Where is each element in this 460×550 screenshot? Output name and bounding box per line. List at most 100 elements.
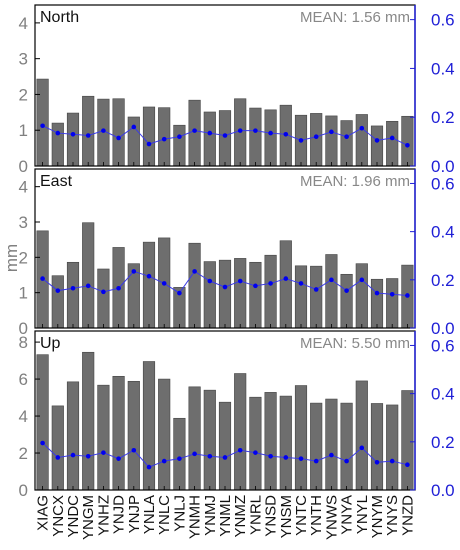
bar-yncx [51,275,64,329]
bar-ynws [325,254,338,329]
right-tick-label: 0.0 [431,481,455,500]
line-point-yntc [298,456,304,461]
line-point-ynmz [237,128,243,133]
bar-ynmj [203,389,216,491]
line-point-yncx [55,130,61,136]
line-point-ynhz [101,450,106,455]
mean-label: MEAN: 5.50 mm [300,335,410,352]
bar-ynya [340,273,353,329]
bar-ynlj [173,124,186,167]
left-tick-label: 6 [19,370,28,389]
line-point-ynws [329,277,334,283]
line-point-ynlc [161,281,167,286]
bar-ynya [340,402,353,491]
bar-yngm [82,95,95,167]
x-category-label: YNYA [339,495,356,535]
bar-ynml [218,259,232,329]
line-point-ynsm [283,131,289,137]
x-category-label: YNYS [384,495,401,536]
y-axis-label: mm [2,244,21,272]
bar-ynjp [127,116,140,167]
line-point-yndc [70,452,76,458]
line-point-ynml [222,284,228,290]
bar-yntc [294,385,308,491]
bar-ynzd [401,390,414,491]
panel-up: 0 2 4 6 8 0.0 0.2 0.4 0.6 Up MEAN: 5.50 mm [19,330,455,500]
bar-ynrl [249,396,262,491]
line-point-ynlc [161,136,167,142]
line-point-ynrl [253,283,258,289]
bar-ynlj [173,417,186,491]
line-point-ynjd [116,135,121,141]
x-category-label: YNTC [293,495,310,536]
line-point-ynsd [268,453,273,459]
right-tick-label: 0.6 [431,11,455,30]
line-point-ynys [389,291,395,297]
bar-ynla [142,241,156,329]
left-tick-label: 1 [19,284,28,303]
line-point-ynjp [131,269,137,274]
line-point-ynml [222,455,228,460]
x-category-label: YNLJ [171,495,188,532]
bar-ynth [310,113,323,167]
bar-ynmh [188,99,201,167]
x-category-label: XIAG [35,495,52,531]
line-point-yncx [55,288,61,293]
bar-yngm [82,351,95,491]
line-point-ynml [222,133,228,138]
x-category-label: YNMH [187,495,204,539]
bar-ynmz [234,373,247,491]
line-point-ynmz [237,447,243,453]
bar-ynth [310,265,323,329]
left-tick-label: 2 [19,85,28,104]
panel-north: 0 1 2 3 4 0.0 0.2 0.4 0.6 North MEAN: 1.56 mm [19,4,455,176]
panel-title: North [40,9,79,26]
x-category-label: YNSD [263,495,280,537]
left-tick-label: 3 [19,213,28,232]
bar-ynmh [188,386,201,491]
bar-ynsm [279,240,292,329]
line-point-ynws [329,452,334,458]
line-point-ynys [389,458,395,464]
x-category-label: YNZD [399,495,416,536]
bar-yncx [51,122,64,167]
bar-ynml [218,110,232,167]
bar-ynws [325,398,338,491]
line-point-ynmh [192,128,197,133]
bar-ynla [142,361,156,491]
bar-yndc [66,261,80,329]
line-point-ynlj [177,134,182,140]
line-point-ynsd [268,281,273,286]
line-point-ynmz [237,278,243,284]
bar-ynth [310,402,323,491]
x-category-label: YNDC [65,495,82,538]
bar-ynsm [279,395,292,491]
line-point-ynla [146,464,152,470]
line-point-ynrl [253,128,258,133]
line-point-ynlj [177,456,182,461]
line-point-ynym [374,460,380,465]
panel-east: 0 1 2 3 4 0.0 0.2 0.4 0.6 East MEAN: 1.96 mm [19,168,455,338]
line-point-ynya [344,134,349,140]
line-point-yndc [70,285,76,291]
x-category-label: YNJP [126,495,143,533]
bar-ynys [386,120,399,167]
left-tick-label: 3 [19,50,28,69]
bar-xiag [36,354,49,491]
bar-ynmz [234,258,247,329]
line-point-ynmj [207,453,213,459]
left-tick-label: 0 [19,319,28,338]
line-point-yngm [85,133,91,138]
bar-yntc [294,265,308,329]
line-point-ynth [313,458,319,464]
x-category-label: YNLA [141,495,158,534]
left-tick-label: 4 [19,14,28,33]
x-category-label: YNMZ [232,495,249,538]
panel-title: East [40,173,73,190]
right-tick-label: 0.4 [431,385,455,404]
line-point-ynzd [405,462,410,468]
bar-ynzd [401,115,414,167]
bar-ynlc [158,107,171,167]
bar-ynla [142,106,156,167]
